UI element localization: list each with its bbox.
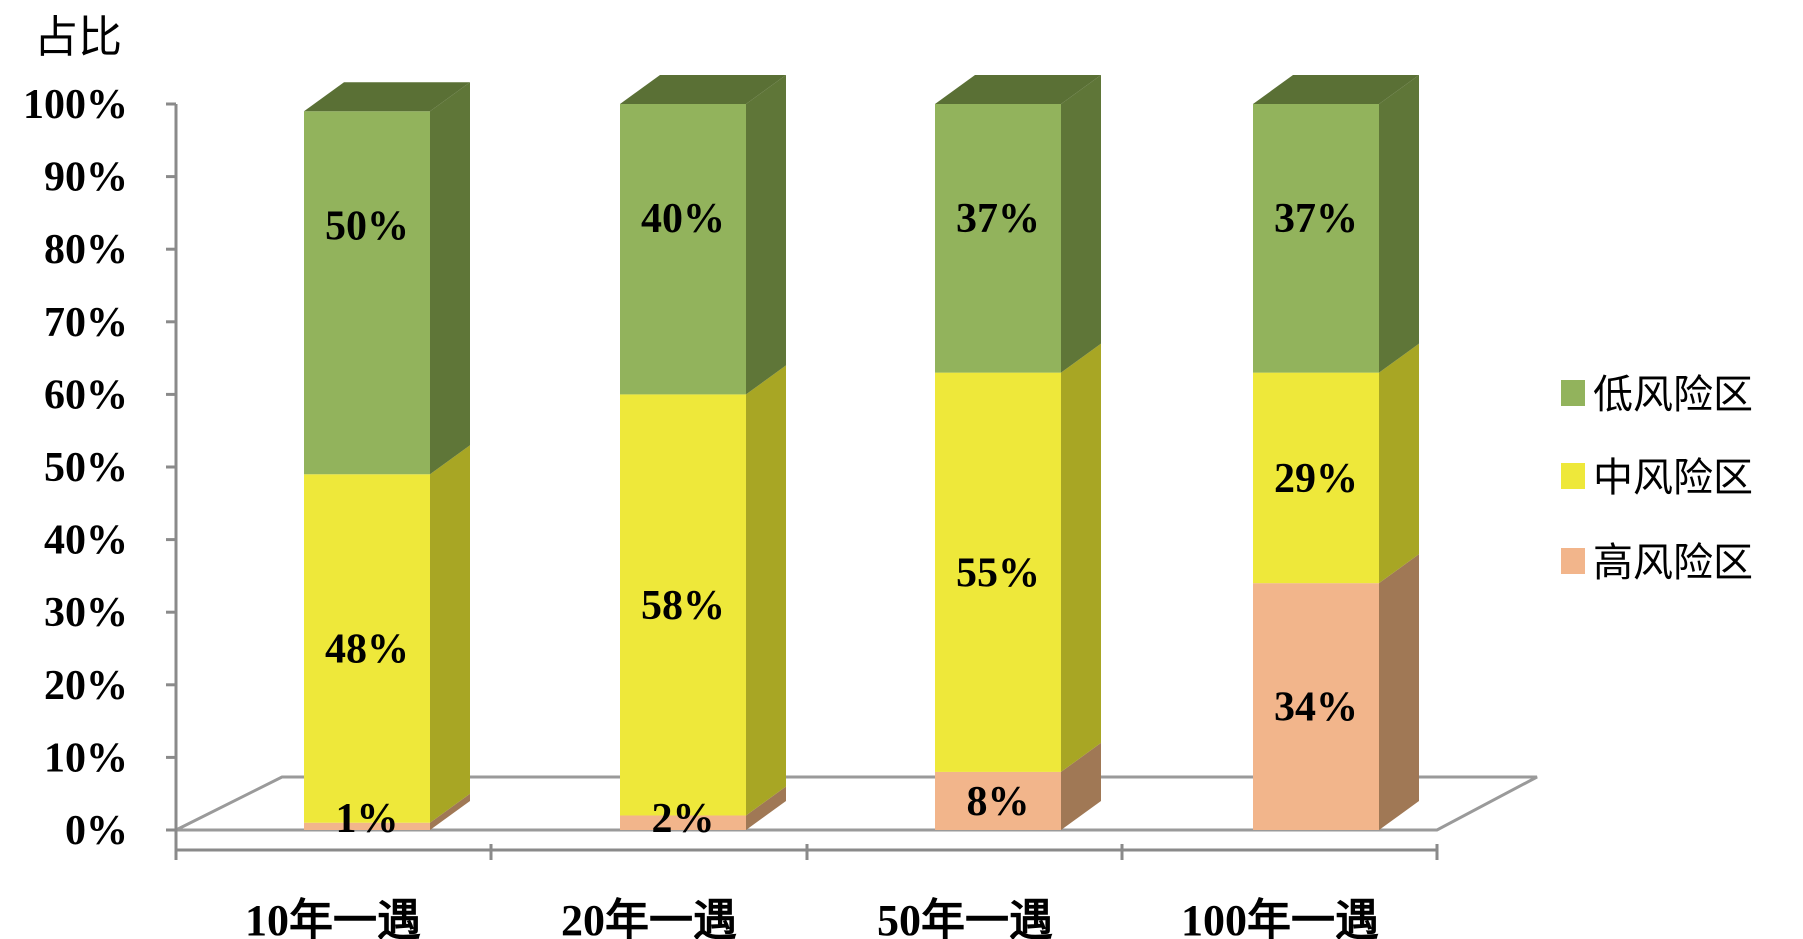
data-label: 1% <box>336 796 399 842</box>
bar-segment <box>935 771 1061 830</box>
bar-segment <box>620 394 746 816</box>
data-label: 37% <box>1274 196 1358 242</box>
bar-top-face <box>1253 75 1419 104</box>
bar-segment-side <box>430 445 470 823</box>
bar-segment-side <box>746 75 786 395</box>
bars: 1% 48% 50% 2% 58% 40% 8% 55% 37% 34% 29% 37% <box>304 75 1419 842</box>
data-label: 48% <box>325 627 409 673</box>
bar-segment-side <box>1379 75 1419 373</box>
y-tick-label: 10% <box>44 735 128 781</box>
y-tick-label: 70% <box>44 300 128 346</box>
bar-segment-side <box>746 786 786 830</box>
x-category-label: 10年一遇 <box>245 896 421 939</box>
bar-segment <box>1253 372 1379 584</box>
data-label: 8% <box>967 779 1030 825</box>
x-category-label: 20年一遇 <box>561 896 737 939</box>
y-tick-label: 80% <box>44 227 128 273</box>
y-tick-label: 0% <box>65 808 128 854</box>
bar-segment-side <box>1379 343 1419 584</box>
bar-segment-side <box>1061 742 1101 830</box>
bar-segment-side <box>1061 343 1101 772</box>
y-tick-label: 100% <box>23 82 128 128</box>
bar-segment <box>1253 104 1379 373</box>
bar-segment-side <box>1061 75 1101 373</box>
bar-segment <box>304 111 430 475</box>
bar-top-face <box>620 75 786 104</box>
legend-swatch <box>1561 380 1585 406</box>
bar-segment <box>620 104 746 395</box>
data-label: 29% <box>1274 456 1358 502</box>
bar-segment-side <box>430 793 470 830</box>
bar-top-face <box>304 82 470 112</box>
legend-label: 高风险区 <box>1593 540 1753 586</box>
bar-segment <box>304 474 430 823</box>
legend-label: 低风险区 <box>1593 372 1753 418</box>
data-label: 37% <box>956 196 1040 242</box>
bar-segment <box>304 822 430 830</box>
y-tick-label: 60% <box>44 372 128 418</box>
data-label: 55% <box>956 550 1040 596</box>
bar-segment <box>935 104 1061 373</box>
bar-segment <box>620 815 746 830</box>
y-tick-label: 30% <box>44 590 128 636</box>
data-label: 34% <box>1274 685 1358 731</box>
x-category-label: 100年一遇 <box>1181 896 1379 939</box>
data-label: 2% <box>652 796 715 842</box>
y-tick-label: 40% <box>44 518 128 564</box>
bar-segment <box>935 372 1061 772</box>
y-axis: 0% 10% 20% 30% 40% 50% 60% 70% 80% 90% 100% <box>23 82 178 854</box>
bar-segment-side <box>430 82 470 475</box>
x-category-label: 50年一遇 <box>877 896 1053 939</box>
data-label: 58% <box>641 583 725 629</box>
bar-segment-side <box>746 365 786 816</box>
y-tick-label: 20% <box>44 663 128 709</box>
y-tick-label: 90% <box>44 155 128 201</box>
data-label: 40% <box>641 196 725 242</box>
bar-segment <box>1253 583 1379 830</box>
data-label: 50% <box>325 203 409 249</box>
x-axis: 10年一遇 20年一遇 50年一遇 100年一遇 <box>174 844 1439 939</box>
legend-swatch <box>1561 548 1585 574</box>
legend-swatch <box>1561 463 1585 489</box>
bar-top-face <box>935 75 1101 104</box>
bar-segment-side <box>1379 554 1419 830</box>
legend-label: 中风险区 <box>1593 455 1753 501</box>
y-axis-title: 占比 <box>34 12 122 63</box>
y-tick-label: 50% <box>44 445 128 491</box>
